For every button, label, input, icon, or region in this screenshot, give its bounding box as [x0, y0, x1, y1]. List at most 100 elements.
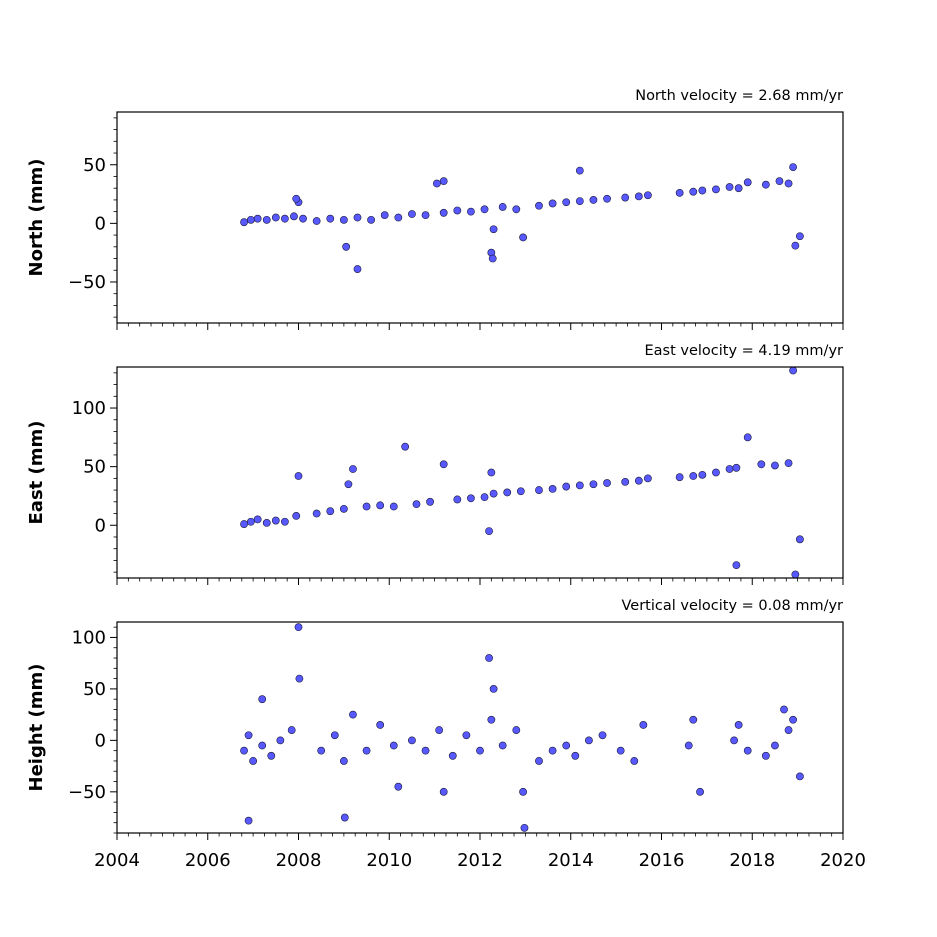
north-data-point	[394, 213, 403, 222]
height-data-point	[639, 721, 648, 729]
east-data-point	[485, 527, 493, 536]
height-data-point	[487, 715, 496, 724]
north-data-point	[784, 179, 793, 188]
east-data-point	[784, 459, 793, 468]
north-ytick-label: 50	[83, 155, 106, 176]
height-xtick-label: 2006	[185, 850, 231, 871]
height-data-point	[585, 736, 593, 745]
east-data-point	[589, 480, 598, 489]
north-data-point	[380, 211, 389, 220]
east-data-point	[362, 502, 371, 511]
east-data-point	[562, 482, 571, 491]
north-data-point	[432, 179, 441, 188]
east-data-point	[280, 517, 289, 526]
height-data-point	[730, 736, 738, 745]
height-axes-frame	[116, 621, 844, 834]
east-data-point	[771, 461, 779, 470]
north-data-point	[312, 217, 321, 225]
height-xtick-label: 2018	[729, 850, 775, 871]
height-data-point	[421, 746, 430, 755]
height-data-point	[462, 731, 471, 740]
east-data-point	[246, 517, 255, 526]
east-data-point	[312, 509, 321, 518]
east-data-point	[757, 460, 766, 469]
height-data-point	[562, 741, 571, 750]
north-data-point	[367, 215, 375, 224]
north-data-point	[498, 203, 507, 211]
north-data-point	[253, 214, 262, 223]
north-data-point	[489, 225, 498, 234]
east-data-point	[467, 494, 475, 503]
height-data-point	[330, 731, 339, 740]
east-ytick-label: 50	[83, 457, 106, 478]
height-data-point	[630, 757, 639, 765]
east-data-point	[294, 472, 303, 480]
north-data-point	[743, 178, 752, 187]
north-data-point	[603, 194, 611, 203]
height-data-point	[376, 721, 385, 729]
east-ytick-label: 100	[72, 398, 106, 419]
east-data-point	[795, 535, 804, 544]
height-data-point	[439, 787, 448, 796]
height-xtick-label: 2010	[366, 850, 412, 871]
north-data-point	[575, 166, 584, 175]
height-data-point	[519, 787, 528, 796]
east-data-point	[344, 480, 353, 489]
north-ytick-label: −50	[68, 272, 106, 293]
height-ytick-label: −50	[68, 782, 106, 803]
east-data-point	[621, 477, 630, 486]
east-ytick-label: 0	[95, 515, 106, 536]
height-data-point	[780, 705, 788, 714]
height-ytick-label: 50	[83, 679, 106, 700]
north-data-point	[519, 233, 528, 242]
east-data-point	[516, 487, 525, 496]
height-data-point	[498, 741, 507, 750]
north-data-point	[280, 214, 289, 223]
height-data-point	[295, 674, 304, 683]
east-data-point	[791, 570, 800, 579]
east-data-point	[412, 500, 421, 509]
height-data-point	[485, 654, 493, 662]
height-panel: −50 0 50 100 2004 2006 2008 2010 2012 2014 2016 201…	[26, 598, 866, 871]
height-data-point	[362, 746, 371, 755]
east-data-point	[689, 472, 698, 480]
east-data-point	[487, 468, 496, 477]
north-ylabel: North (mm)	[26, 159, 47, 277]
north-data-point	[761, 180, 770, 189]
north-data-point	[712, 185, 720, 194]
height-data-point	[476, 746, 484, 755]
east-data-point	[725, 465, 734, 473]
north-panel: −50 0 50 North (mm) North velocity = 2.68 mm…	[26, 88, 844, 330]
north-data-point	[698, 186, 707, 195]
north-data-point	[480, 205, 489, 214]
height-data-point	[340, 813, 349, 822]
height-data-point	[258, 695, 267, 704]
north-data-point	[246, 215, 255, 224]
height-data-point	[267, 751, 276, 760]
east-data-point	[535, 486, 543, 494]
north-data-point	[408, 210, 416, 218]
height-xtick-label: 2004	[94, 850, 140, 871]
height-data-point	[244, 731, 253, 740]
north-data-point	[421, 211, 430, 220]
height-velocity-title: Vertical velocity = 0.08 mm/yr	[622, 598, 844, 614]
north-data-point	[292, 194, 301, 203]
east-data-point	[292, 511, 301, 520]
north-data-point	[548, 199, 557, 208]
height-data-point	[489, 685, 498, 693]
north-data-point	[512, 205, 521, 214]
north-data-point	[689, 187, 698, 196]
north-axes-frame	[116, 111, 844, 324]
north-data-point	[467, 207, 475, 216]
north-data-point	[326, 214, 335, 223]
east-data-point	[603, 479, 611, 487]
east-velocity-title: East velocity = 4.19 mm/yr	[644, 343, 843, 359]
north-data-point	[562, 198, 571, 207]
height-data-point	[784, 726, 793, 734]
north-data-point	[575, 197, 584, 205]
height-data-point	[771, 741, 779, 750]
east-data-point	[253, 515, 262, 524]
east-data-point	[675, 473, 684, 482]
north-data-point	[789, 163, 797, 171]
height-data-point	[761, 751, 770, 760]
